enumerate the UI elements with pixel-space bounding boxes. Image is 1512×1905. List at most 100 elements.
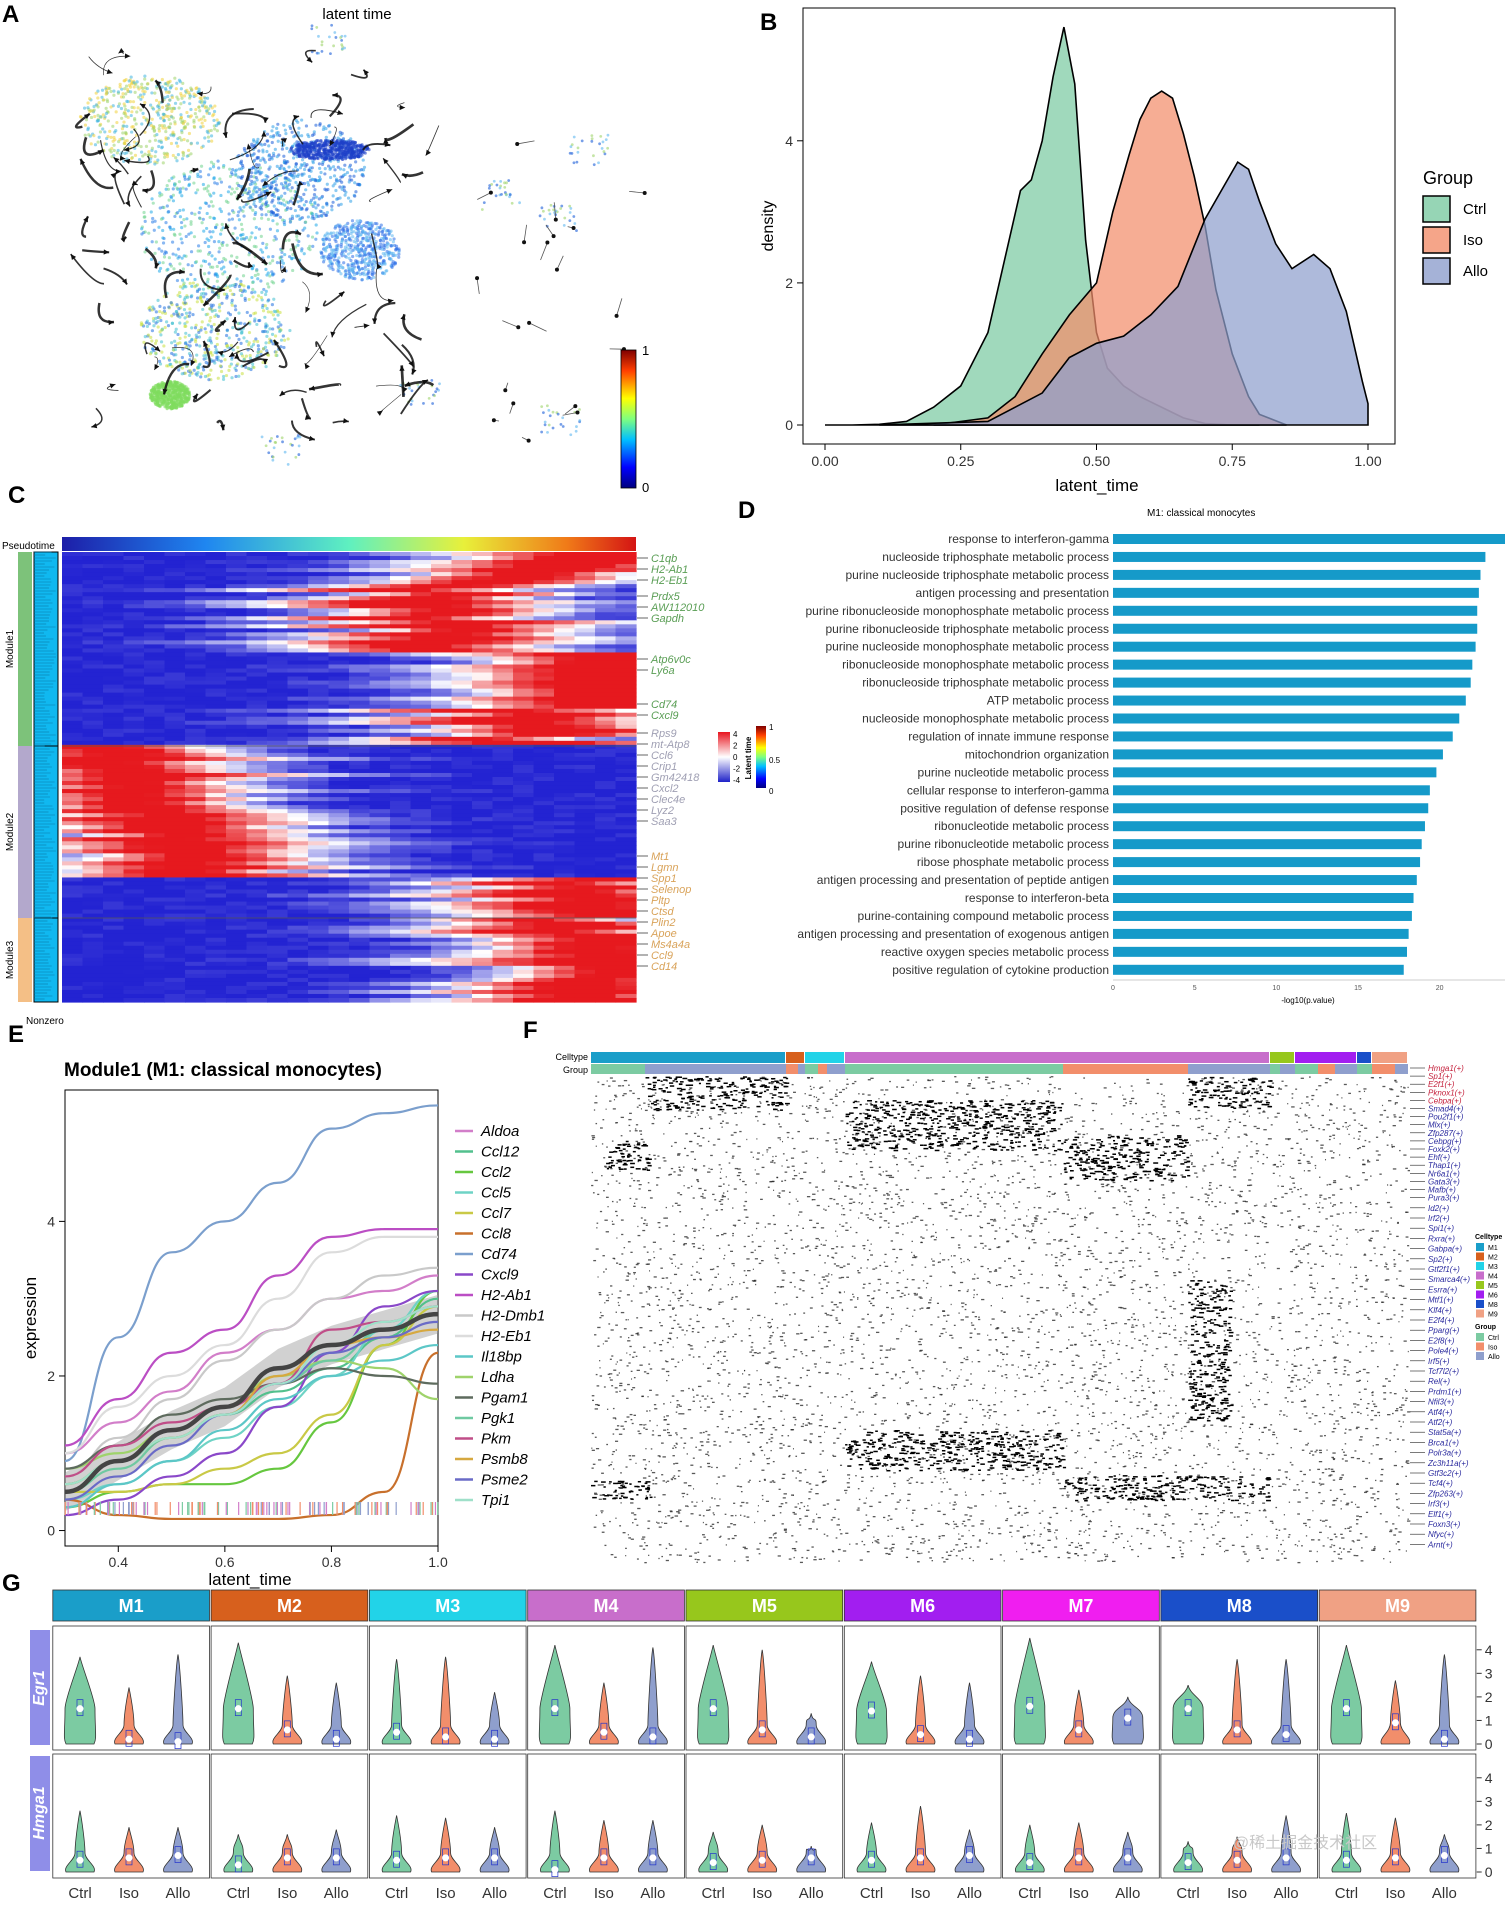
heatmap-cell	[226, 588, 248, 593]
heatmap-cell	[226, 592, 248, 597]
heatmap-cell	[287, 652, 309, 658]
heatmap-cell	[103, 660, 125, 666]
umap-cell-dot	[556, 412, 560, 416]
heatmap-cell	[533, 636, 555, 641]
heatmap-cell	[472, 624, 494, 629]
umap-cell-dot	[272, 297, 276, 301]
umap-cell-dot	[297, 154, 301, 158]
heatmap-cell	[287, 664, 309, 670]
umap-cell-dot	[321, 237, 325, 242]
heatmap-cell	[533, 608, 555, 613]
umap-cell-dot	[207, 192, 212, 196]
heatmap-cell	[554, 624, 576, 629]
umap-cell-dot	[184, 331, 188, 335]
umap-cell-dot	[261, 241, 265, 245]
umap-cell-dot	[201, 287, 206, 291]
heatmap-cell	[103, 648, 125, 654]
heatmap-cell	[574, 560, 596, 565]
umap-cell-dot	[134, 122, 138, 126]
heatmap-cell	[615, 636, 637, 641]
umap-cell-dot	[310, 235, 315, 239]
umap-cell-dot	[173, 214, 177, 219]
umap-cell-dot	[386, 253, 391, 257]
umap-cell-dot	[268, 227, 273, 231]
umap-cell-dot	[323, 172, 327, 176]
umap-cell-dot	[324, 152, 328, 157]
umap-cell-dot	[260, 213, 264, 217]
heatmap-cell	[287, 616, 309, 621]
heatmap-cell	[492, 640, 514, 646]
umap-cell-dot	[317, 162, 322, 166]
heatmap-cell	[246, 584, 268, 589]
heatmap-cell	[369, 572, 391, 577]
heatmap-cell	[472, 608, 494, 613]
umap-cell-dot	[336, 269, 340, 273]
umap-cell-dot	[246, 153, 250, 158]
umap-cell-dot	[356, 154, 361, 158]
umap-cell-dot	[163, 86, 168, 91]
umap-cell-dot	[166, 267, 170, 271]
umap-cell-dot	[324, 246, 328, 250]
heatmap-cell	[82, 560, 104, 565]
heatmap-cell	[82, 616, 104, 621]
heatmap-cell	[267, 628, 289, 633]
umap-cell-dot	[207, 238, 211, 243]
heatmap-cell	[369, 632, 391, 637]
umap-cell-dot	[590, 137, 594, 141]
heatmap-cell	[410, 576, 432, 581]
heatmap-cell	[205, 664, 227, 670]
heatmap-cell	[574, 648, 596, 654]
umap-cell-dot	[385, 245, 389, 249]
heatmap-cell	[123, 604, 145, 609]
umap-cell-dot	[546, 430, 549, 434]
umap-cell-dot	[317, 149, 321, 153]
umap-cell-dot	[305, 151, 309, 155]
umap-cell-dot	[172, 383, 176, 387]
heatmap-cell	[246, 576, 268, 581]
umap-cell-dot	[189, 141, 193, 145]
heatmap-cell	[410, 632, 432, 637]
umap-cell-dot	[228, 284, 232, 288]
heatmap-cell	[533, 584, 555, 589]
umap-cell-dot	[120, 116, 124, 120]
umap-cell-dot	[331, 148, 335, 152]
umap-cell-dot	[136, 85, 140, 89]
heatmap-cell	[82, 652, 104, 658]
heatmap-cell	[185, 580, 207, 585]
umap-cell-dot	[171, 116, 175, 120]
heatmap-cell	[431, 616, 453, 621]
heatmap-cell	[513, 672, 535, 678]
umap-cell-dot	[215, 182, 219, 186]
heatmap-cell	[144, 584, 166, 589]
heatmap-cell	[431, 664, 453, 670]
umap-cell-dot	[365, 276, 370, 281]
streamline-arrow	[491, 418, 496, 423]
heatmap-cell	[410, 656, 432, 662]
umap-cell-dot	[568, 211, 572, 214]
umap-cell-dot	[570, 152, 574, 155]
umap-cell-dot	[197, 366, 201, 370]
umap-cell-dot	[215, 223, 219, 227]
umap-cell-dot	[247, 253, 251, 257]
heatmap-cell	[328, 592, 350, 597]
heatmap-cell	[205, 580, 227, 585]
heatmap-cell	[492, 556, 514, 561]
streamline-arrow	[376, 410, 383, 416]
heatmap-cell	[349, 644, 371, 650]
umap-cell-dot	[207, 338, 211, 343]
umap-cell-dot	[274, 350, 278, 354]
umap-cell-dot	[167, 90, 171, 95]
legend-swatch-ctrl	[1422, 195, 1451, 223]
umap-cell-dot	[354, 160, 358, 164]
streamline	[97, 302, 115, 324]
umap-cell-dot	[199, 117, 204, 121]
heatmap-cell	[287, 600, 309, 605]
heatmap-cell	[328, 644, 350, 650]
heatmap-cell	[287, 632, 309, 637]
umap-cell-dot	[364, 232, 368, 236]
umap-cell-dot	[194, 93, 198, 98]
umap-cell-dot	[212, 240, 217, 244]
heatmap-cell	[205, 648, 227, 654]
umap-cell-dot	[252, 187, 256, 191]
umap-cell-dot	[274, 310, 278, 314]
